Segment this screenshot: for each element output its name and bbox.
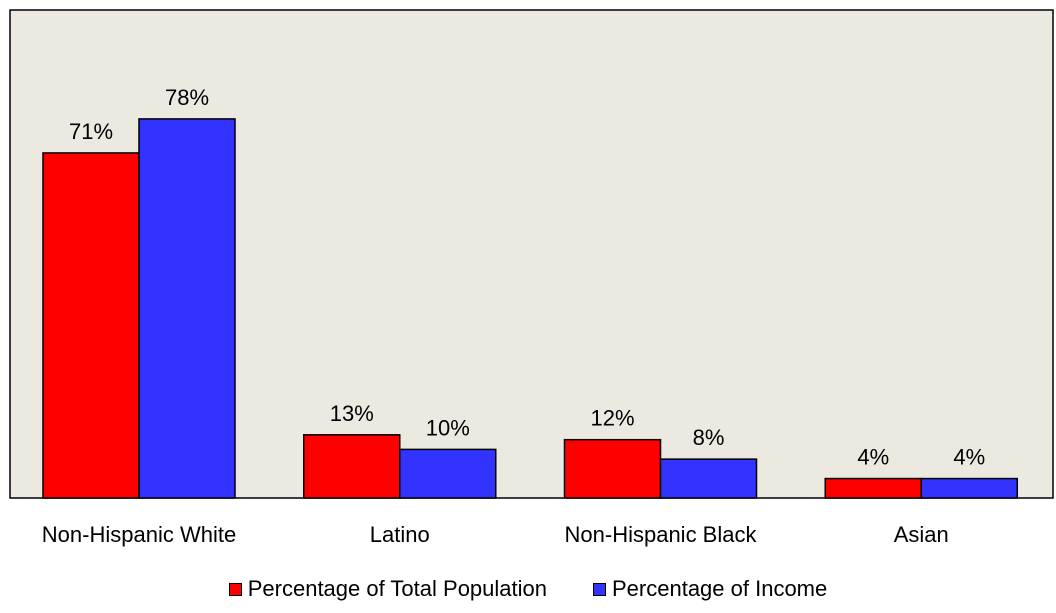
legend-label-population: Percentage of Total Population	[247, 576, 547, 601]
bar-income-0	[138, 118, 236, 499]
value-label-income-3: 4%	[953, 445, 985, 470]
category-label-3: Asian	[894, 522, 949, 547]
value-labels-group: 71% 78% 13% 10% 12% 8% 4% 4%	[69, 85, 985, 470]
legend-swatch-population	[228, 582, 242, 596]
bar-income-1	[399, 448, 497, 499]
category-label-1: Latino	[370, 522, 430, 547]
category-labels-group: Non-Hispanic White Latino Non-Hispanic Bla…	[42, 522, 949, 547]
category-label-0: Non-Hispanic White	[42, 522, 236, 547]
value-label-population-2: 12%	[590, 406, 634, 431]
legend-label-income: Percentage of Income	[612, 576, 828, 601]
category-label-2: Non-Hispanic Black	[565, 522, 758, 547]
bar-income-3	[920, 477, 1018, 499]
bar-population-3	[824, 477, 922, 499]
bar-population-1	[303, 434, 401, 499]
bar-population-2	[563, 438, 662, 499]
value-label-population-0: 71%	[69, 119, 113, 144]
bar-income-2	[659, 458, 758, 499]
value-label-income-2: 8%	[693, 425, 725, 450]
bar-population-0	[42, 152, 140, 499]
value-label-income-1: 10%	[426, 415, 470, 440]
legend: Percentage of Total Population Percentag…	[0, 576, 1056, 602]
legend-item-population: Percentage of Total Population	[228, 576, 547, 602]
value-label-income-0: 78%	[165, 85, 209, 110]
bars-group	[42, 118, 1018, 499]
legend-item-income: Percentage of Income	[593, 576, 827, 602]
value-label-population-3: 4%	[857, 445, 889, 470]
value-label-population-1: 13%	[330, 401, 374, 426]
legend-swatch-income	[593, 582, 606, 596]
